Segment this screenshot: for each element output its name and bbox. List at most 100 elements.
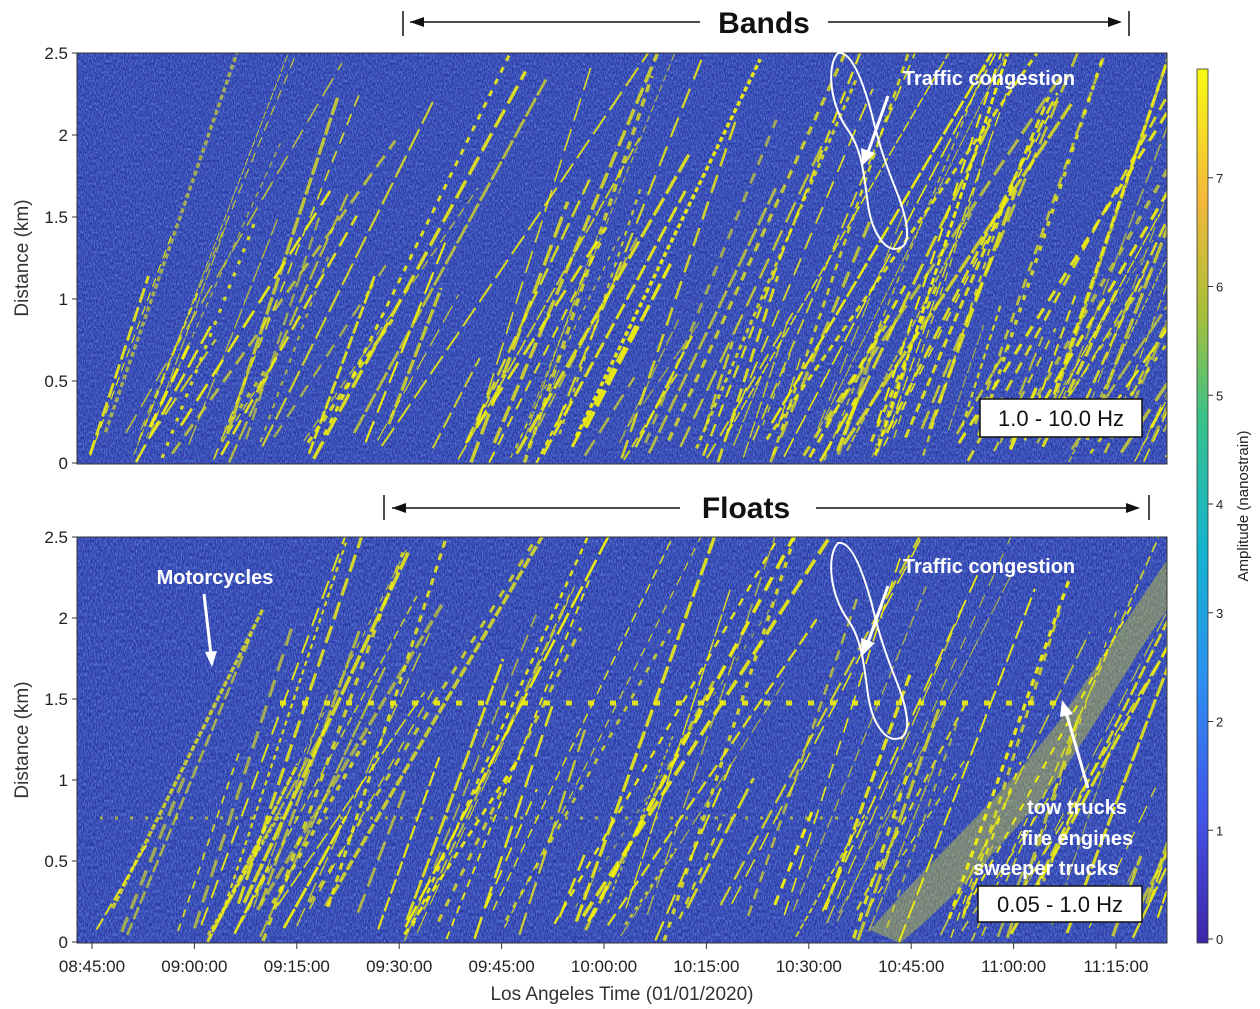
vehicle-streak [584, 263, 672, 429]
y-tick-label: 2 [59, 126, 68, 145]
vehicle-streak [1090, 327, 1167, 437]
y-tick-label: 1.5 [44, 690, 68, 709]
bands-left-arrowhead [410, 17, 424, 27]
vehicle-streak [273, 264, 387, 438]
panel-bottom-streaks [95, 537, 1167, 943]
vehicle-streak [835, 388, 864, 452]
vehicle-streak [795, 814, 866, 938]
vehicle-streak [647, 187, 777, 454]
x-axis-label: Los Angeles Time (01/01/2020) [490, 984, 753, 1005]
colorbar-ticks: 0 1 2 3 4 5 6 7 [1208, 171, 1223, 947]
vehicle-streak [920, 53, 1079, 430]
vehicle-streak [145, 142, 282, 438]
congestion-arrow-bottom [864, 585, 890, 649]
y-tick-label: 0.5 [44, 852, 68, 871]
vehicle-streak [469, 201, 570, 464]
vehicle-streak [703, 341, 734, 430]
vehicle-streak [962, 844, 994, 912]
congestion-outline-bottom [830, 541, 909, 740]
vehicle-streak [1067, 216, 1167, 439]
vehicle-streak [646, 537, 776, 915]
vehicle-streak [120, 776, 186, 933]
vehicle-streak [825, 609, 963, 924]
colorbar-tick-label: 1 [1216, 823, 1223, 838]
vehicle-streak [886, 724, 958, 928]
vehicle-streak [574, 599, 777, 908]
vehicle-streak [233, 865, 270, 935]
vehicle-streak [802, 324, 888, 457]
vehicle-streak [1164, 452, 1167, 458]
vehicle-streak [220, 215, 358, 456]
annotation-sweeper-trucks: sweeper trucks [973, 858, 1119, 880]
vehicle-streak [702, 53, 862, 457]
vehicle-streak [303, 187, 479, 441]
vehicle-streak [824, 73, 1064, 425]
vehicle-streak [678, 814, 726, 920]
vehicle-streak [403, 756, 521, 936]
colorbar-tick-label: 5 [1216, 388, 1223, 403]
vehicle-streak [526, 369, 560, 452]
x-tick-label: 10:15:00 [673, 957, 739, 976]
vehicle-streak [606, 734, 675, 904]
vehicle-streak [256, 600, 446, 911]
y-tick-label: 1.5 [44, 208, 68, 227]
colorbar-tick-label: 2 [1216, 715, 1223, 730]
vehicle-streak [876, 367, 907, 453]
vehicle-streak [1079, 192, 1167, 430]
vehicle-streak [558, 851, 587, 918]
panel-top: 0 0.5 1 1.5 2 2.5 Bands Traffic congestion 1.… [12, 7, 1168, 473]
vehicle-streak [783, 549, 904, 916]
vehicle-streak [535, 400, 569, 464]
vehicle-streak [457, 137, 641, 460]
vehicle-streak [1050, 125, 1167, 430]
motorcycles-arrowhead [205, 651, 217, 667]
vehicle-streak [620, 117, 739, 459]
trucks-arrow [1064, 711, 1090, 789]
vehicle-streak [845, 112, 997, 426]
vehicle-streak [965, 600, 1136, 910]
vehicle-streak [276, 691, 426, 907]
vehicle-streak [553, 537, 780, 925]
y-tick-label: 2.5 [44, 44, 68, 63]
vehicle-streak [947, 577, 1072, 920]
congestion-arrow-top [864, 95, 890, 159]
x-tick-label: 10:00:00 [571, 957, 637, 976]
vehicle-streak [950, 863, 979, 938]
x-tick-label: 08:45:00 [59, 957, 125, 976]
vehicle-streak [1150, 403, 1167, 443]
x-tick-label: 09:45:00 [469, 957, 535, 976]
annotation-fire-engines: fire engines [1021, 828, 1133, 850]
vehicle-streak [962, 761, 1022, 915]
freq-band-box-bottom [977, 885, 1143, 923]
vehicle-streak [555, 53, 706, 426]
colorbar-tick-label: 4 [1216, 497, 1223, 512]
vehicle-streak [492, 53, 659, 444]
vehicle-streak [823, 53, 992, 461]
vehicle-streak [88, 275, 150, 456]
vehicle-streak [324, 537, 544, 908]
congestion-outline-top [830, 51, 909, 250]
colorbar-tick-label: 6 [1216, 280, 1223, 295]
vehicle-streak [973, 53, 1107, 425]
vehicle-streak [868, 764, 936, 932]
vehicle-streak [885, 92, 1059, 434]
vehicle-streak [125, 633, 253, 936]
vehicle-streak [792, 585, 928, 912]
vehicle-streak [783, 53, 997, 457]
y-tick-label: 0 [59, 933, 68, 952]
motorcycles-arrow [202, 593, 213, 656]
x-axis-ticks: 08:45:00 09:00:00 09:15:00 09:30:00 09:45:00… [59, 943, 1148, 976]
vehicle-streak [352, 78, 548, 434]
annotation-trucks: tow trucks fire engines sweeper trucks [973, 797, 1133, 880]
vehicle-streak [771, 53, 910, 456]
vehicle-streak [654, 764, 732, 941]
vehicle-streak [904, 96, 1051, 439]
vehicle-streak [509, 234, 622, 459]
truck-signal-region [870, 560, 1167, 943]
congestion-arrowhead-bottom [861, 638, 875, 656]
colorbar-tick-label: 0 [1216, 932, 1223, 947]
vehicle-streak [746, 593, 860, 917]
vehicle-streak [823, 671, 913, 911]
vehicle-streak [485, 788, 538, 908]
